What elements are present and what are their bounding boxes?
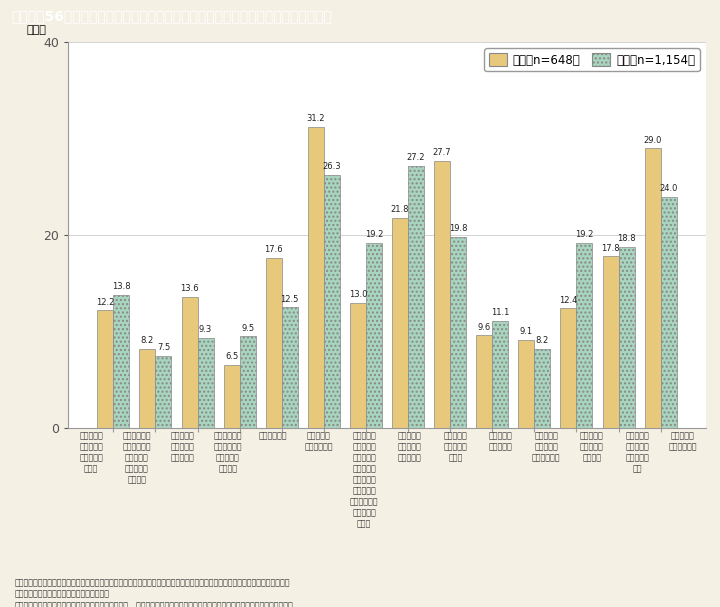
Text: 21.8: 21.8 — [391, 205, 409, 214]
Bar — [97, 310, 113, 428]
Legend: 女性（n=648）, 男性（n=1,154）: 女性（n=648）, 男性（n=1,154） — [485, 49, 700, 71]
Bar — [661, 197, 677, 428]
Text: （％）: （％） — [27, 25, 47, 35]
Text: 11.1: 11.1 — [491, 308, 510, 317]
Bar — [308, 127, 324, 428]
Text: 12.5: 12.5 — [281, 294, 299, 304]
Bar — [577, 243, 593, 428]
Bar — [156, 356, 171, 428]
Text: 光熱費等の
出費が増える: 光熱費等の 出費が増える — [305, 431, 333, 451]
Text: 13.6: 13.6 — [180, 284, 199, 293]
Text: 17.8: 17.8 — [601, 243, 620, 253]
Text: 自分の時間
が減ること
がストレス: 自分の時間 が減ること がストレス — [171, 431, 194, 462]
Bar — [181, 297, 197, 428]
Text: 家事・育児
との両立が
しやすくなる: 家事・育児 との両立が しやすくなる — [532, 431, 561, 462]
Bar — [366, 243, 382, 428]
Bar — [560, 308, 577, 428]
Text: 13.8: 13.8 — [112, 282, 130, 291]
Bar — [140, 349, 156, 428]
Text: 13.0: 13.0 — [348, 290, 367, 299]
Text: （備考）１．「令和２年度　男女共同参画の視点からの新型コロナウイルス感染症拡大の影響等に関する調査報告書」（令和２年
　　　　　　度内閣府委託調査）より作成。
: （備考）１．「令和２年度 男女共同参画の視点からの新型コロナウイルス感染症拡大の… — [14, 578, 293, 607]
Bar — [240, 336, 256, 428]
Text: 7.5: 7.5 — [157, 343, 170, 352]
Text: 9.6: 9.6 — [477, 322, 491, 331]
Text: 仕事がやり
やすくなる: 仕事がやり やすくなる — [489, 431, 513, 451]
Text: 8.2: 8.2 — [536, 336, 549, 345]
Text: 19.2: 19.2 — [575, 230, 593, 239]
Text: 通勤時間分
を有意義に
使える: 通勤時間分 を有意義に 使える — [444, 431, 467, 462]
Text: 9.1: 9.1 — [520, 327, 533, 336]
Bar — [408, 166, 424, 428]
Bar — [476, 336, 492, 428]
Bar — [282, 308, 298, 428]
Text: 24.0: 24.0 — [660, 184, 678, 193]
Bar — [224, 365, 240, 428]
Text: 27.7: 27.7 — [433, 148, 451, 157]
Text: 12.4: 12.4 — [559, 296, 577, 305]
Text: 31.2: 31.2 — [307, 115, 325, 123]
Bar — [197, 338, 214, 428]
Text: 9.5: 9.5 — [241, 324, 254, 333]
Text: Ｉ－特－56図　テレワークを経験して感じたこと（テレワークを経験した就業者）: Ｉ－特－56図 テレワークを経験して感じたこと（テレワークを経験した就業者） — [11, 8, 332, 23]
Text: 18.8: 18.8 — [617, 234, 636, 243]
Bar — [434, 161, 450, 428]
Bar — [113, 295, 130, 428]
Bar — [324, 174, 340, 428]
Bar — [266, 259, 282, 428]
Text: 家族という
時間が長い
こととがス
トレス: 家族という 時間が長い こととがス トレス — [79, 431, 103, 473]
Text: 通勤が少な
くなりスト
レスが減る: 通勤が少な くなりスト レスが減る — [398, 431, 422, 462]
Text: 29.0: 29.0 — [644, 135, 662, 144]
Text: 19.8: 19.8 — [449, 224, 467, 233]
Bar — [350, 303, 366, 428]
Bar — [618, 247, 634, 428]
Bar — [534, 349, 550, 428]
Text: 家族や家事・
育児のために
仕事に集中
できない: 家族や家事・ 育児のために 仕事に集中 できない — [213, 431, 242, 473]
Text: 8.2: 8.2 — [141, 336, 154, 345]
Bar — [603, 256, 618, 428]
Text: 19.2: 19.2 — [365, 230, 383, 239]
Text: 家事が増える: 家事が増える — [259, 431, 287, 440]
Text: 26.3: 26.3 — [323, 161, 341, 171]
Bar — [644, 149, 661, 428]
Text: 配偶者・パー
トナーが協力
的でなく家
事・育児に
ストレス: 配偶者・パー トナーが協力 的でなく家 事・育児に ストレス — [122, 431, 151, 484]
Text: 勤務時間外
も働いてし
まう時間の
メリハリが
つかず，自
分の仕事の
スペースを十
分に確保で
きない: 勤務時間外 も働いてし まう時間の メリハリが つかず，自 分の仕事の スペース… — [350, 431, 379, 529]
Text: 12.2: 12.2 — [96, 297, 114, 307]
Bar — [492, 321, 508, 428]
Text: 家族と一緒
の時間が増
えてよい: 家族と一緒 の時間が増 えてよい — [580, 431, 603, 462]
Bar — [518, 341, 534, 428]
Text: 自分で自由
に使える時
間が増えて
よい: 自分で自由 に使える時 間が増えて よい — [626, 431, 649, 473]
Text: 9.3: 9.3 — [199, 325, 212, 334]
Bar — [392, 218, 408, 428]
Bar — [450, 237, 466, 428]
Text: 6.5: 6.5 — [225, 353, 238, 361]
Text: 上記のよう
なことはない: 上記のよう なことはない — [669, 431, 697, 451]
Text: 27.2: 27.2 — [407, 153, 426, 162]
Text: 17.6: 17.6 — [264, 245, 283, 254]
